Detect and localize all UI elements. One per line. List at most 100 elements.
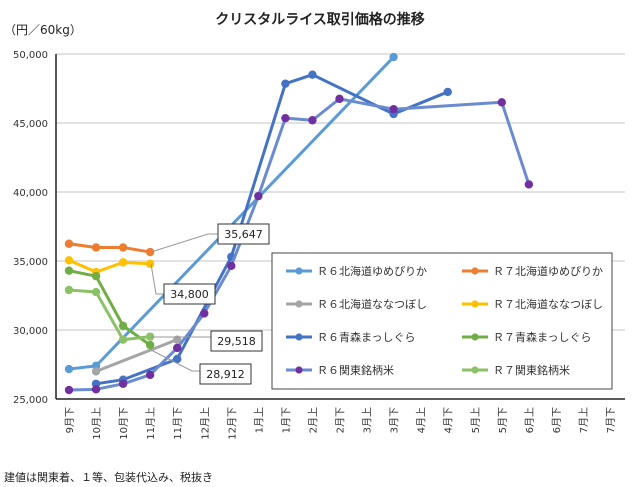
data-point [91, 385, 101, 394]
data-point [64, 256, 74, 265]
data-point [118, 379, 128, 389]
data-point [118, 321, 128, 331]
legend-swatch-marker [471, 267, 479, 275]
series-line [68, 242, 151, 254]
legend-item: Ｒ６北海道ゆめぴりか [286, 264, 427, 278]
legend: Ｒ６北海道ゆめぴりか Ｒ７北海道ゆめぴりか Ｒ６北海道ななつぼし Ｒ７北海道ななつぼし… [271, 252, 613, 390]
x-tick-label: 12月上 [199, 407, 211, 440]
series-5 [64, 266, 155, 350]
legend-swatch-marker [295, 366, 303, 374]
callout-box [199, 363, 252, 385]
data-point [64, 266, 74, 275]
x-tick-label: 4月上 [416, 407, 428, 433]
y-tick-label: 35,000 [13, 257, 48, 268]
chart-title: クリスタルライス取引価格の推移 [215, 11, 425, 28]
data-point [145, 332, 155, 341]
x-tick-label: 2月下 [335, 407, 347, 433]
data-point [227, 261, 236, 271]
legend-item: Ｒ７北海道ゆめぴりか [462, 264, 603, 278]
data-point [281, 79, 290, 88]
series-1 [64, 239, 155, 257]
data-point [173, 335, 182, 344]
data-point [281, 113, 290, 123]
x-tick-label: 6月上 [524, 407, 536, 433]
data-point [335, 94, 344, 104]
data-point [145, 259, 155, 268]
series-line [68, 258, 151, 274]
data-point [173, 354, 182, 364]
data-point [497, 98, 506, 107]
callout-label: 29,518 [151, 330, 263, 352]
data-point [308, 116, 317, 125]
legend-label: Ｒ７関東銘柄米 [493, 363, 570, 377]
legend-item: Ｒ７北海道ななつぼし [462, 297, 603, 311]
x-axis-ticks: 9月下 10月上 10月下 11月上 11月下 12月上 12月下 1月上 1月下 2月上 2月下 3… [64, 407, 617, 440]
x-tick-label: 9月下 [64, 407, 76, 433]
legend-item: Ｒ７青森まっしぐら [462, 330, 592, 344]
data-point [389, 105, 398, 114]
callout-box [210, 330, 263, 352]
y-tick-label: 25,000 [13, 395, 48, 406]
legend-item: Ｒ６関東銘柄米 [286, 363, 394, 377]
x-tick-label: 5月上 [470, 407, 482, 433]
series-line [68, 269, 152, 347]
x-tick-label: 12月下 [226, 407, 238, 440]
data-point [91, 287, 101, 297]
callout-leader-line [150, 263, 164, 295]
legend-swatch-marker [295, 300, 303, 308]
legend-item: Ｒ７関東銘柄米 [462, 363, 570, 377]
x-tick-label: 11月下 [172, 407, 184, 440]
data-point [91, 243, 101, 252]
callout-label: 35,647 [150, 223, 270, 253]
series-layer [64, 52, 534, 395]
x-tick-label: 11月上 [145, 407, 157, 440]
callout-leader-line [150, 349, 200, 372]
callout-label: 34,800 [150, 263, 216, 305]
data-point [64, 385, 74, 395]
data-point [173, 343, 182, 353]
data-point [64, 285, 74, 295]
data-point [308, 70, 317, 79]
legend-label: Ｒ６北海道ゆめぴりか [317, 264, 427, 278]
data-point [91, 367, 101, 376]
data-point [118, 243, 128, 252]
data-point [200, 309, 209, 318]
x-tick-label: 1月下 [280, 407, 292, 433]
x-tick-label: 10月下 [118, 407, 130, 440]
x-tick-label: 1月上 [253, 407, 265, 433]
legend-label: Ｒ６北海道ななつぼし [317, 297, 427, 311]
callout-value: 35,647 [224, 228, 263, 241]
y-tick-label: 40,000 [13, 188, 48, 199]
legend-swatch-marker [295, 267, 303, 275]
legend-swatch-marker [471, 300, 479, 308]
legend-item: Ｒ６北海道ななつぼし [286, 297, 427, 311]
x-tick-label: 6月下 [551, 407, 563, 433]
callout-value: 29,518 [217, 335, 256, 348]
y-tick-label: 50,000 [13, 50, 48, 61]
x-tick-label: 7月上 [578, 407, 590, 433]
data-point [443, 87, 452, 97]
x-tick-label: 2月上 [307, 407, 319, 433]
footnote: 建値は関東着、１等、包装代込み、税抜き [4, 470, 213, 484]
legend-label: Ｒ６関東銘柄米 [317, 363, 394, 377]
legend-swatch-marker [471, 333, 479, 341]
data-point [91, 271, 101, 281]
legend-swatch-marker [295, 333, 303, 341]
legend-label: Ｒ６青森まっしぐら [317, 330, 416, 344]
series-line [68, 288, 151, 342]
callout-value: 34,800 [170, 288, 209, 301]
x-tick-label: 5月下 [497, 407, 509, 433]
series-line [95, 338, 178, 373]
y-tick-label: 45,000 [13, 119, 48, 130]
legend-swatch-marker [471, 366, 479, 374]
x-tick-label: 7月下 [605, 407, 617, 433]
y-tick-label: 30,000 [13, 326, 48, 337]
callout-box [217, 223, 270, 245]
data-point [254, 191, 263, 201]
callouts: 35,647 34,800 29,518 28,912 [150, 223, 270, 385]
data-point [389, 52, 398, 62]
x-tick-label: 3月下 [389, 407, 401, 433]
data-point [118, 335, 128, 344]
x-tick-label: 10月上 [91, 407, 103, 440]
